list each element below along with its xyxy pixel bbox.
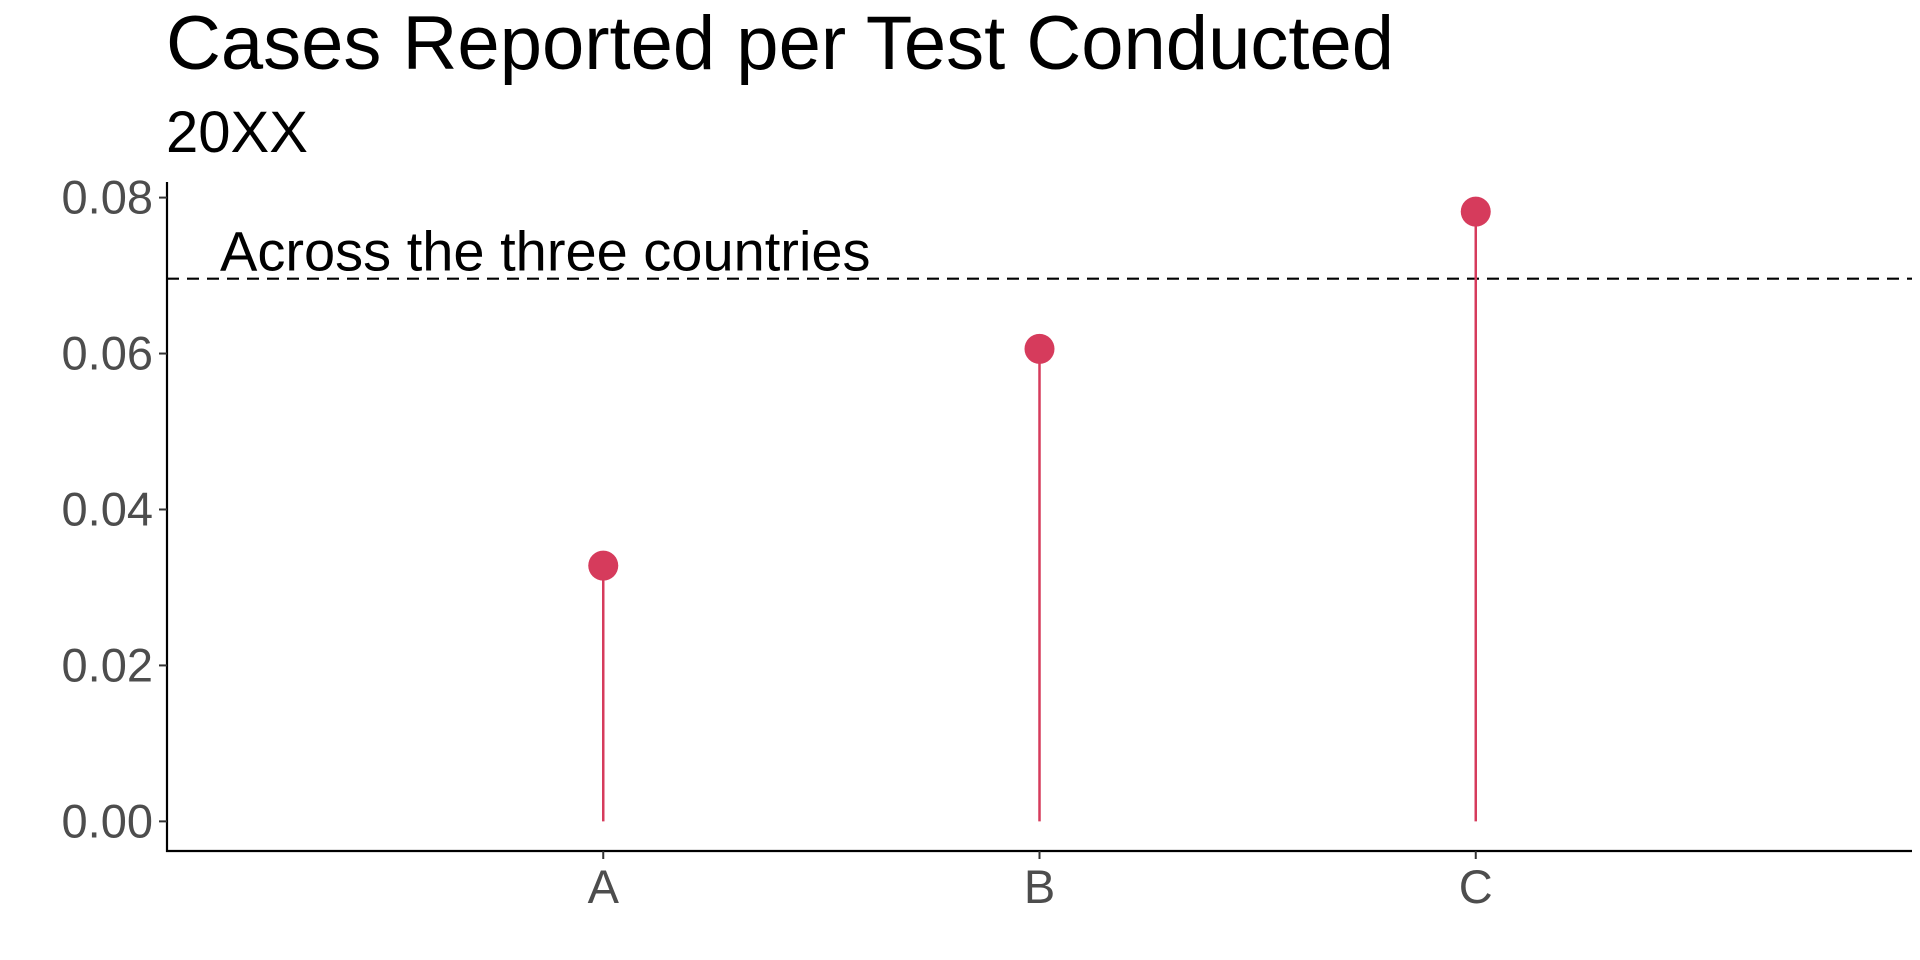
x-tick-label: A [588,860,620,913]
x-tick-label: B [1024,860,1055,913]
y-tick-label: 0.04 [62,482,153,535]
lollipop-point [588,550,619,581]
data-marks [588,196,1491,822]
lollipop-point [1024,333,1055,364]
y-tick-label: 0.02 [62,638,153,691]
y-tick-label: 0.06 [62,327,153,380]
y-axis: 0.00 0.02 0.04 0.06 0.08 [62,171,169,852]
lollipop-point [1460,196,1491,227]
reference-layer: Across the three countries [167,220,1912,283]
y-tick-label: 0.08 [62,171,153,224]
chart-title: Cases Reported per Test Conducted [166,1,1394,86]
y-tick-label: 0.00 [62,794,153,847]
x-axis: A B C [166,849,1912,913]
x-tick-label: C [1459,860,1493,913]
reference-line-label: Across the three countries [220,220,871,283]
chart-subtitle: 20XX [166,100,308,165]
